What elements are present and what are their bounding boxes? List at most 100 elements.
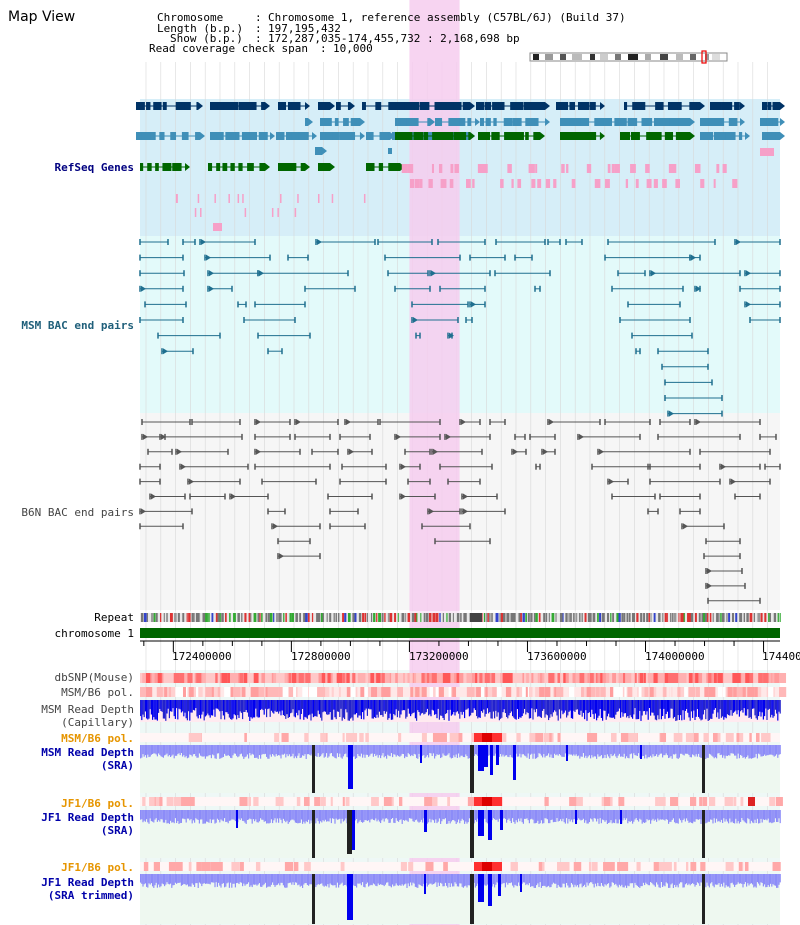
msm-capillary-depth-bar [204, 700, 206, 717]
msm-b6-sra-pol-track-segment [516, 733, 521, 742]
jf1-sra-depth-bar [278, 810, 280, 823]
jf1-trimmed-depth-bar [461, 874, 463, 887]
msm-sra-depth-bar [450, 745, 452, 759]
msm-sra-depth-bar [546, 745, 548, 756]
msm-capillary-depth-bar [552, 700, 554, 713]
msm-sra-depth-bar [545, 745, 547, 756]
msm-capillary-depth-bar [647, 700, 649, 720]
ideogram-band [533, 54, 539, 60]
jf1-sra-depth-bar [779, 810, 781, 824]
msm-sra-depth-bar [330, 745, 332, 754]
msm-capillary-depth-bar [212, 700, 214, 716]
jf1-trimmed-depth-bar [650, 874, 652, 883]
msm-capillary-depth-bar [516, 700, 518, 710]
msm-sra-depth-bar [460, 745, 462, 756]
gene-exon [423, 132, 429, 140]
msm-sra-depth-bar [167, 745, 169, 757]
jf1-trimmed-depth-bar [339, 874, 341, 885]
jf1-b6-pol-trimmed-track-label[interactable]: JF1/B6 pol. [61, 861, 134, 874]
ideogram-band [690, 54, 696, 60]
jf1-trimmed-depth-bar [245, 874, 247, 885]
jf1-depth-sra-track-label[interactable]: JF1 Read Depth (SRA) [41, 811, 134, 837]
msm-b6-pol-track-segment [250, 687, 258, 697]
msm-capillary-depth-bar [698, 700, 700, 717]
msm-sra-depth-bar [586, 745, 588, 759]
jf1-sra-depth-bar [718, 810, 720, 821]
repeat-element [224, 613, 227, 622]
jf1-trimmed-depth-bar [363, 874, 365, 887]
chromosome-track-label[interactable]: chromosome 1 [54, 627, 134, 640]
msm-sra-depth-bar [526, 745, 528, 758]
msm-sra-depth-bar [678, 745, 680, 758]
jf1-trimmed-depth-bar [154, 874, 156, 886]
msm-sra-depth-bar [653, 745, 655, 757]
msm-capillary-depth-bar [298, 700, 300, 711]
jf1-trimmed-depth-bar [404, 874, 406, 885]
repeat-element [673, 613, 677, 622]
refseq-genes-track-label[interactable]: RefSeq Genes [54, 161, 134, 174]
msm-sra-depth-bar [660, 745, 662, 754]
jf1-trimmed-depth-bar [293, 874, 295, 886]
jf1-b6-trimmed-pol-track-segment [255, 862, 261, 871]
repeat-element [732, 613, 734, 622]
msm-sra-depth-bar [694, 745, 696, 757]
msm-depth-capillary-track-label[interactable]: MSM Read Depth (Capillary) [41, 703, 134, 729]
msm-b6-pol-track-segment [742, 687, 746, 697]
msm-capillary-depth-bar [575, 700, 577, 710]
dbsnp-track-label[interactable]: dbSNP(Mouse) [54, 671, 134, 684]
msm-sra-depth-bar [624, 745, 626, 759]
gene-exon-pink [200, 208, 202, 217]
msm-b6-pol-track-segment [233, 687, 240, 697]
msm-sra-depth-bar [416, 745, 418, 759]
jf1-sra-depth-bar [318, 810, 320, 824]
msm-capillary-depth-bar [497, 700, 499, 713]
msm-depth-sra-track-label[interactable]: MSM Read Depth (SRA) [41, 746, 134, 772]
repeat-track-label[interactable]: Repeat [94, 611, 134, 624]
jf1-sra-depth-bar [197, 810, 199, 820]
msm-b6-pol-track-label[interactable]: MSM/B6 pol. [61, 686, 134, 699]
gene-exon [287, 102, 300, 110]
jf1-sra-depth-bar [778, 810, 780, 819]
msm-capillary-depth-bar [699, 700, 701, 719]
msm-sra-depth-bar [159, 745, 161, 755]
jf1-b6-trimmed-pol-track-segment [196, 862, 202, 871]
b6n-bac-track-label[interactable]: B6N BAC end pairs [21, 506, 134, 519]
msm-b6-pol-track-segment [202, 687, 208, 697]
jf1-sra-depth-bar [736, 810, 738, 824]
jf1-b6-pol-track-segment [142, 797, 146, 806]
jf1-trimmed-depth-bar [186, 874, 188, 885]
msm-sra-depth-bar [447, 745, 449, 755]
gene-exon-pink [531, 179, 536, 188]
jf1-sra-depth-bar [455, 810, 457, 824]
msm-capillary-depth-bar [694, 700, 696, 721]
msm-sra-depth-bar [162, 745, 164, 758]
msm-sra-depth-bar [291, 745, 293, 757]
jf1-b6-pol-track-label[interactable]: JF1/B6 pol. [61, 797, 134, 810]
dbsnp-track-segment [645, 673, 650, 683]
msm-b6-pol-sra-track-label[interactable]: MSM/B6 pol. [61, 732, 134, 745]
msm-sra-depth-bar [542, 745, 544, 758]
msm-capillary-depth-bar [668, 700, 670, 719]
jf1-depth-trimmed-track-label[interactable]: JF1 Read Depth (SRA trimmed) [41, 876, 134, 902]
msm-capillary-depth-bar [165, 700, 167, 721]
msm-sra-depth-spike [348, 745, 353, 789]
msm-capillary-depth-bar [743, 700, 745, 709]
msm-capillary-depth-bar [417, 700, 419, 711]
gene-exon [295, 102, 301, 110]
msm-capillary-depth-bar [485, 700, 487, 714]
b6n-bac-end-arrow [401, 463, 406, 470]
jf1-sra-depth-bar [332, 810, 334, 819]
msm-capillary-depth-bar [762, 700, 764, 720]
repeat-element [703, 613, 706, 622]
repeat-element [316, 613, 319, 622]
msm-capillary-depth-bar [376, 700, 378, 715]
msm-sra-depth-bar [731, 745, 733, 754]
msm-b6-pol-track-segment [429, 687, 434, 697]
msm-bac-track-label[interactable]: MSM BAC end pairs [21, 319, 134, 332]
msm-sra-depth-bar [300, 745, 302, 758]
msm-sra-depth-bar [384, 745, 386, 757]
msm-capillary-depth-bar [732, 700, 734, 713]
jf1-sra-depth-bar [771, 810, 773, 824]
jf1-sra-depth-bar [240, 810, 242, 819]
msm-capillary-depth-bar [372, 700, 374, 719]
